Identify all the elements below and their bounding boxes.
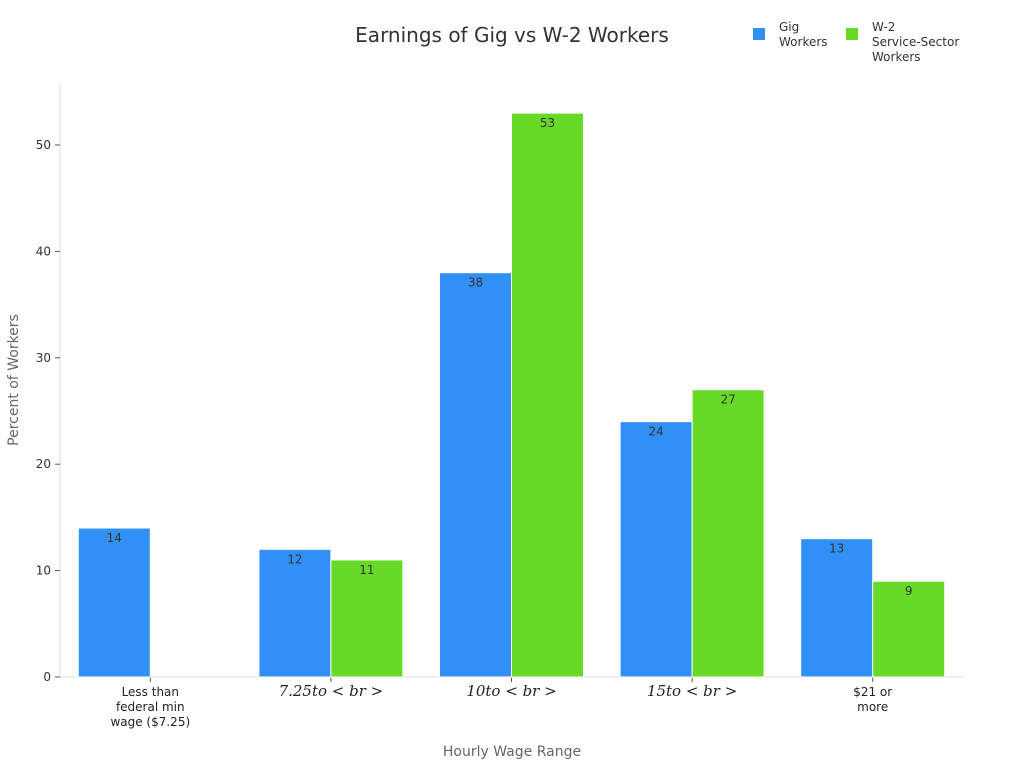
data-label: 11 bbox=[359, 563, 374, 577]
y-tick-label: 30 bbox=[36, 351, 51, 365]
data-label: 9 bbox=[905, 584, 913, 598]
data-label: 24 bbox=[648, 425, 663, 439]
x-axis-label: Hourly Wage Range bbox=[443, 744, 581, 760]
y-tick-label: 50 bbox=[36, 138, 51, 152]
y-axis-label: Percent of Workers bbox=[6, 314, 22, 446]
chart-title: Earnings of Gig vs W-2 Workers bbox=[355, 23, 669, 47]
data-label: 53 bbox=[540, 116, 555, 130]
x-tick-label: 7.25to < br > bbox=[279, 682, 384, 700]
bar-gig bbox=[439, 272, 512, 678]
data-label: 27 bbox=[720, 393, 735, 407]
bar-gig bbox=[258, 548, 332, 678]
bar-gig bbox=[619, 421, 693, 678]
bar-w2 bbox=[511, 112, 584, 678]
bar-w2 bbox=[691, 389, 765, 678]
y-tick-label: 40 bbox=[36, 244, 51, 258]
x-tick-label: Less than federal min wage ($7.25) bbox=[110, 685, 190, 729]
bar-w2 bbox=[330, 559, 404, 678]
y-tick-label: 20 bbox=[36, 457, 51, 471]
legend-label: W-2 Service-Sector Workers bbox=[872, 20, 959, 64]
x-tick-label: 15to < br > bbox=[647, 682, 737, 700]
data-label: 12 bbox=[287, 552, 302, 566]
data-label: 13 bbox=[829, 542, 844, 556]
data-label: 38 bbox=[468, 276, 483, 290]
x-tick-label: 10to < br > bbox=[466, 682, 556, 700]
bar-gig bbox=[800, 538, 874, 678]
legend-swatch bbox=[846, 28, 858, 40]
data-label: 14 bbox=[107, 531, 122, 545]
x-tick-label: $21 or more bbox=[853, 685, 892, 714]
y-tick-label: 0 bbox=[43, 670, 51, 684]
legend-swatch bbox=[753, 28, 765, 40]
bar-gig bbox=[77, 527, 151, 678]
y-tick-label: 10 bbox=[36, 564, 51, 578]
legend-label: Gig Workers bbox=[779, 20, 828, 49]
bar-w2 bbox=[872, 580, 946, 678]
